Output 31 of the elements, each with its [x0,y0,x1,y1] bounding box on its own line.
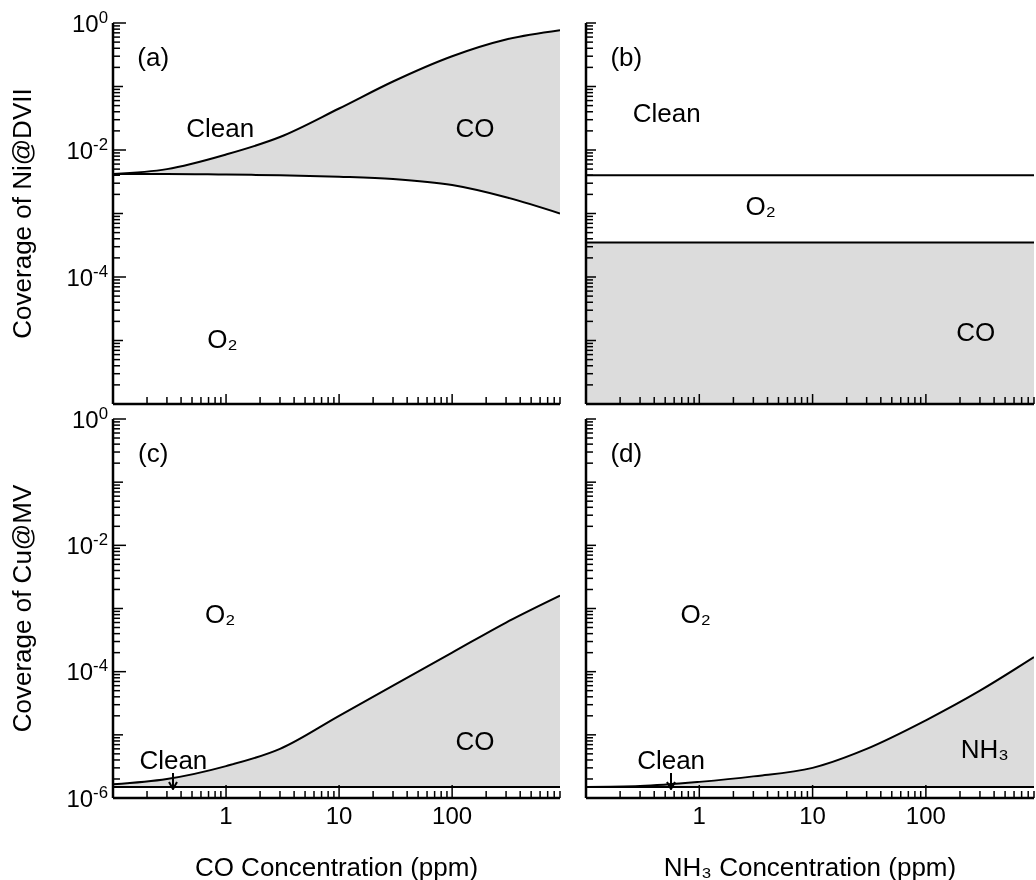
y-tick-label: 10$^{-2}$ [66,529,108,559]
annotation: NH₃ [960,733,1009,764]
x-tick-label: 100 [905,802,946,829]
x-tick-label: 1 [692,802,706,829]
annotation: (a) [137,42,170,73]
annotation: CO [455,726,495,757]
annotation: CO [956,316,996,347]
y-tick-label: 10$^{0}$ [71,403,108,433]
annotation: Clean [186,112,255,143]
annotation: CO [455,112,495,143]
annotation: O₂ [205,599,236,630]
x-tick-label: 100 [432,802,473,829]
annotation: O₂ [680,599,711,630]
annotation: (c) [138,438,169,469]
annotation: Clean [139,745,208,776]
annotation: Clean [632,97,701,128]
annotation: (b) [610,42,643,73]
annotation: O₂ [745,190,776,221]
y-axis-title: Coverage of Cu@MV [7,484,37,733]
annotation: (d) [610,438,643,469]
x-tick-label: 10 [799,802,826,829]
annotation: Clean [637,745,706,776]
x-tick-label: 1 [219,802,233,829]
y-tick-label: 10$^{-4}$ [66,261,108,291]
y-tick-label: 10$^{-6}$ [66,782,108,812]
y-tick-label: 10$^{-2}$ [66,134,108,164]
annotation: O₂ [207,324,238,355]
y-axis-title: Coverage of Ni@DVII [7,88,37,339]
x-tick-label: 10 [325,802,353,829]
y-tick-label: 10$^{0}$ [71,7,108,37]
y-tick-label: 10$^{-4}$ [66,655,108,686]
